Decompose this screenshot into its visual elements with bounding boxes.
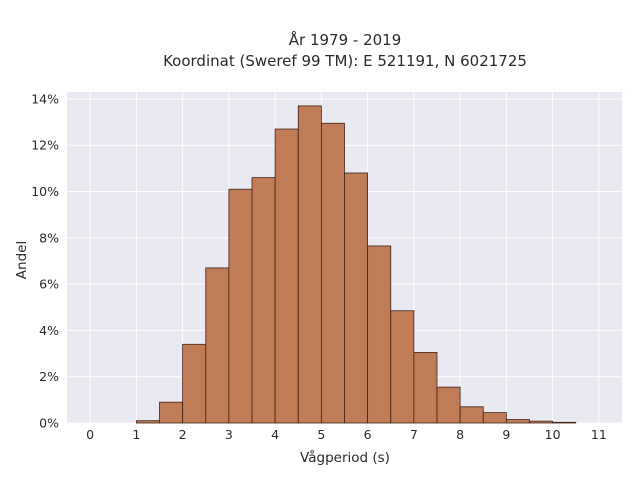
histogram-bar [505,419,530,424]
histogram-bars [135,105,577,424]
x-tick-label: 2 [179,427,187,442]
x-tick-label: 6 [364,427,372,442]
x-tick-label: 9 [502,427,510,442]
histogram-bar [413,352,438,424]
histogram-bar [297,105,322,424]
histogram-bar [459,406,484,424]
histogram-bar [436,386,461,424]
x-tick-label: 8 [456,427,464,442]
x-tick-label: 0 [86,427,94,442]
chart-title-line1: År 1979 - 2019 [289,30,402,49]
x-axis-label: Vågperiod (s) [300,449,390,466]
y-tick-label: 14% [31,91,59,106]
x-tick-label: 4 [271,427,279,442]
x-tick-label: 1 [132,427,140,442]
x-tick-label: 11 [591,427,607,442]
y-axis-ticks: 0% 2% 4% 6% 8% 10% 12% 14% [31,91,59,430]
x-axis-ticks: 0 1 2 3 4 5 6 7 8 9 10 11 [86,427,607,442]
x-tick-label: 3 [225,427,233,442]
histogram-bar [367,245,392,424]
histogram-bar [552,421,577,424]
histogram-bar [274,128,299,424]
histogram-bar [529,420,554,424]
y-tick-label: 6% [39,277,59,292]
histogram-bar [390,310,415,424]
x-tick-label: 5 [317,427,325,442]
y-tick-label: 4% [39,323,59,338]
histogram-bar [182,343,207,424]
y-tick-label: 0% [39,416,59,431]
y-axis-label: Andel [14,241,30,279]
histogram-bar [135,420,160,424]
x-tick-label: 10 [545,427,561,442]
chart-title-line2: Koordinat (Sweref 99 TM): E 521191, N 60… [163,52,527,70]
histogram-bar [344,172,369,424]
x-tick-label: 7 [410,427,418,442]
histogram-bar [320,122,345,424]
histogram-bar [159,401,184,424]
histogram-bar [251,177,276,424]
histogram-bar [228,188,253,424]
histogram-bar [205,267,230,424]
histogram-bar [482,412,507,424]
y-tick-label: 12% [31,138,59,153]
y-tick-label: 2% [39,369,59,384]
y-tick-label: 8% [39,230,59,245]
y-tick-label: 10% [31,184,59,199]
